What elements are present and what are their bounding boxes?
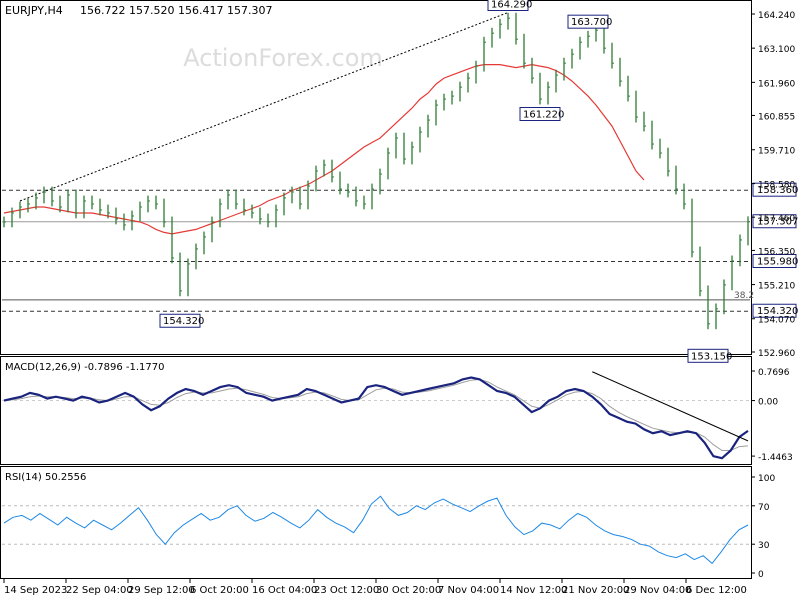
- rsi-y-tick-label: 30: [758, 541, 770, 551]
- symbol-label: EURJPY,H4: [5, 4, 63, 17]
- swing-label-box: [487, 0, 529, 12]
- price-y-tick-label: 156.350: [758, 247, 795, 257]
- price-y-tick-label: 159.710: [758, 147, 795, 157]
- price-y-tick-label: 152.960: [758, 349, 795, 359]
- swing-label: 163.700: [567, 14, 612, 29]
- macd-line: [3, 376, 749, 460]
- swing-label-box: [567, 14, 609, 29]
- fib-label: 38.2: [734, 291, 754, 301]
- macd-y-tick-label: -1.4463: [758, 453, 793, 463]
- swing-label: 154.320: [159, 313, 204, 328]
- level-label-text: 155.980: [757, 257, 798, 268]
- level-label-text: 154.320: [757, 306, 798, 317]
- x-tick-label: 22 Sep 04:00: [66, 585, 133, 596]
- macd-trend-line: [592, 371, 749, 442]
- rsi-line: [3, 495, 749, 565]
- price-y-tick-label: 160.855: [758, 112, 795, 122]
- level-label-box: [752, 182, 797, 197]
- swing-label-text: 163.700: [571, 17, 612, 28]
- level-label-text: 158.360: [757, 185, 798, 196]
- swing-label-text: 161.220: [523, 109, 564, 120]
- x-tick-label: 29 Sep 12:00: [128, 585, 195, 596]
- level-label-box: [752, 214, 797, 229]
- level-label: 157.307: [752, 214, 798, 229]
- price-y-tick-label: 161.960: [758, 79, 795, 89]
- watermark: ActionForex.com: [183, 44, 383, 72]
- x-tick-label: 30 Oct 20:00: [376, 585, 441, 596]
- level-label-box: [752, 303, 797, 318]
- price-y-tick-label: 163.100: [758, 45, 795, 55]
- level-label: 155.980: [752, 254, 798, 269]
- panel-frames: [0, 0, 752, 579]
- swing-label: 153.150: [687, 348, 732, 363]
- rsi-y-tick-label: 70: [758, 503, 770, 513]
- rsi-y-tick-label: 0: [758, 570, 764, 580]
- macd-title: MACD(12,26,9) -0.7896 -1.1770: [5, 362, 165, 373]
- trend-line: [19, 12, 509, 202]
- level-label-text: 157.307: [757, 217, 798, 228]
- swing-label-box: [159, 313, 201, 328]
- x-tick-label: 14 Nov 12:00: [500, 585, 567, 596]
- ohlc-values: 156.722 157.520 156.417 157.307: [80, 4, 272, 17]
- swing-label: 164.290: [487, 0, 532, 12]
- price-y-tick-label: 158.580: [758, 181, 795, 191]
- swing-label-box: [687, 348, 729, 363]
- macd-plot: [2, 371, 750, 460]
- x-tick-label: 7 Nov 04:00: [438, 585, 499, 596]
- swing-label-text: 164.290: [491, 0, 532, 11]
- price-panel-frame: [0, 0, 752, 355]
- price-y-tick-label: 155.210: [758, 282, 795, 292]
- x-tick-label: 14 Sep 2023: [4, 585, 67, 596]
- swing-label-text: 154.320: [163, 316, 204, 327]
- rsi-title: RSI(14) 50.2556: [5, 472, 86, 483]
- swing-label-box: [519, 106, 561, 121]
- rsi-panel-frame: [0, 466, 752, 579]
- level-label: 158.360: [752, 182, 798, 197]
- price-y-tick-label: 157.460: [758, 214, 795, 224]
- x-tick-label: 21 Nov 20:00: [562, 585, 629, 596]
- macd-signal-line: [3, 378, 749, 451]
- level-label: 154.320: [752, 303, 798, 318]
- macd-y-tick-label: 0.00: [758, 398, 778, 408]
- x-tick-label: 6 Dec 12:00: [686, 585, 747, 596]
- x-tick-label: 23 Oct 12:00: [314, 585, 379, 596]
- macd-panel-frame: [0, 356, 752, 465]
- price-plot: 38.2 164.290 163.700 161.220 154.320 153.150: [2, 0, 754, 363]
- axes: 158.360 157.307 155.980 154.320 164.240 163.1…: [3, 11, 798, 596]
- level-label-box: [752, 254, 797, 269]
- macd-y-tick-label: 0.7696: [758, 368, 790, 378]
- swing-label: 161.220: [519, 106, 564, 121]
- x-tick-label: 16 Oct 04:00: [252, 585, 317, 596]
- x-tick-label: 6 Oct 20:00: [190, 585, 249, 596]
- price-y-tick-label: 164.240: [758, 11, 795, 21]
- swing-label-text: 153.150: [691, 351, 732, 362]
- rsi-y-tick-label: 100: [758, 474, 775, 484]
- rsi-plot: [2, 495, 750, 565]
- x-tick-label: 29 Nov 04:00: [624, 585, 691, 596]
- price-y-tick-label: 154.070: [758, 316, 795, 326]
